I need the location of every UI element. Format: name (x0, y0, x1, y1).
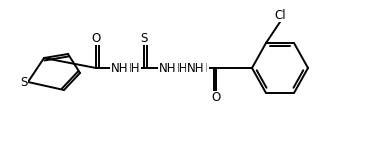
Text: NH: NH (111, 61, 129, 75)
Text: NH: NH (171, 61, 189, 75)
Text: O: O (211, 91, 221, 104)
Text: S: S (21, 76, 28, 88)
Text: S: S (140, 32, 148, 45)
Text: NH: NH (191, 61, 209, 75)
Text: NH: NH (159, 61, 177, 75)
Text: NH: NH (123, 61, 141, 75)
Text: NH: NH (187, 61, 205, 75)
Text: O: O (91, 32, 101, 45)
Text: Cl: Cl (274, 9, 286, 22)
